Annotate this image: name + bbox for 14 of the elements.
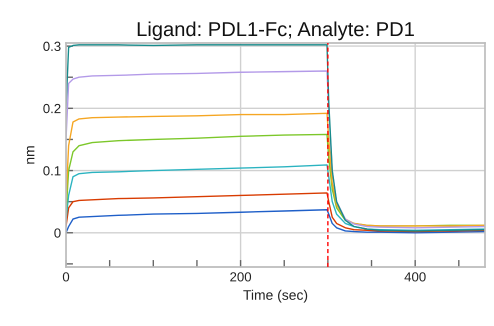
y-tick-label: 0.2 — [43, 104, 60, 114]
x-axis-title: Time (sec) — [243, 290, 308, 303]
line-series — [66, 164, 485, 231]
line-series — [66, 209, 485, 234]
y-tick-label: 0.3 — [43, 42, 61, 52]
y-tick-label: 0 — [54, 228, 61, 238]
x-tick-label: 400 — [404, 272, 426, 282]
y-axis-title: nm — [26, 146, 34, 164]
line-series — [66, 112, 485, 227]
y-tick-label: 0.1 — [43, 166, 60, 176]
x-tick-label: 0 — [62, 272, 70, 282]
chart-title: Ligand: PDL1-Fc; Analyte: PD1 — [138, 21, 414, 40]
line-series — [66, 192, 485, 232]
x-tick-label: 200 — [230, 272, 252, 282]
